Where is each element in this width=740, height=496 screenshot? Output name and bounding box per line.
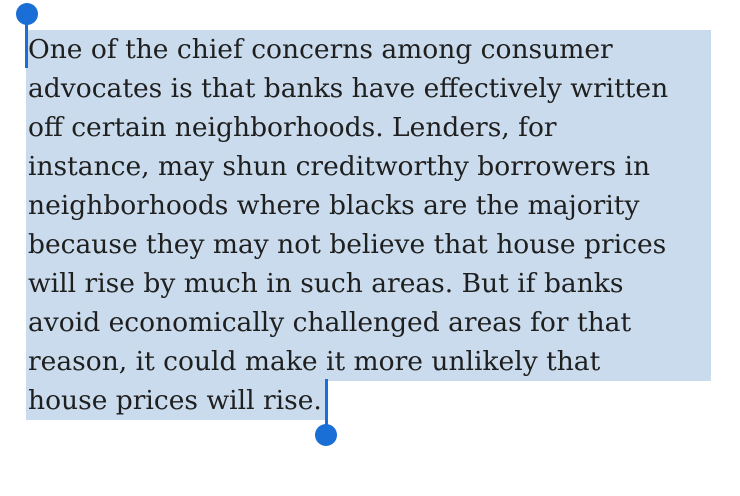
selection-start-caret	[25, 22, 28, 68]
text-line: will rise by much in such areas. But if …	[26, 264, 711, 303]
text-line: avoid economically challenged areas for …	[26, 303, 711, 342]
text-line: One of the chief concerns among consumer	[26, 30, 711, 69]
text-line-last: house prices will rise.	[26, 381, 326, 420]
text-line: off certain neighborhoods. Lenders, for	[26, 108, 711, 147]
text-line: because they may not believe that house …	[26, 225, 711, 264]
text-line: instance, may shun creditworthy borrower…	[26, 147, 711, 186]
selection-end-handle[interactable]	[315, 424, 337, 446]
selection-end-caret	[325, 379, 328, 425]
text-line: reason, it could make it more unlikely t…	[26, 342, 711, 381]
selection-start-handle[interactable]	[16, 3, 38, 25]
text-line: advocates is that banks have effectively…	[26, 69, 711, 108]
text-line: neighborhoods where blacks are the major…	[26, 186, 711, 225]
